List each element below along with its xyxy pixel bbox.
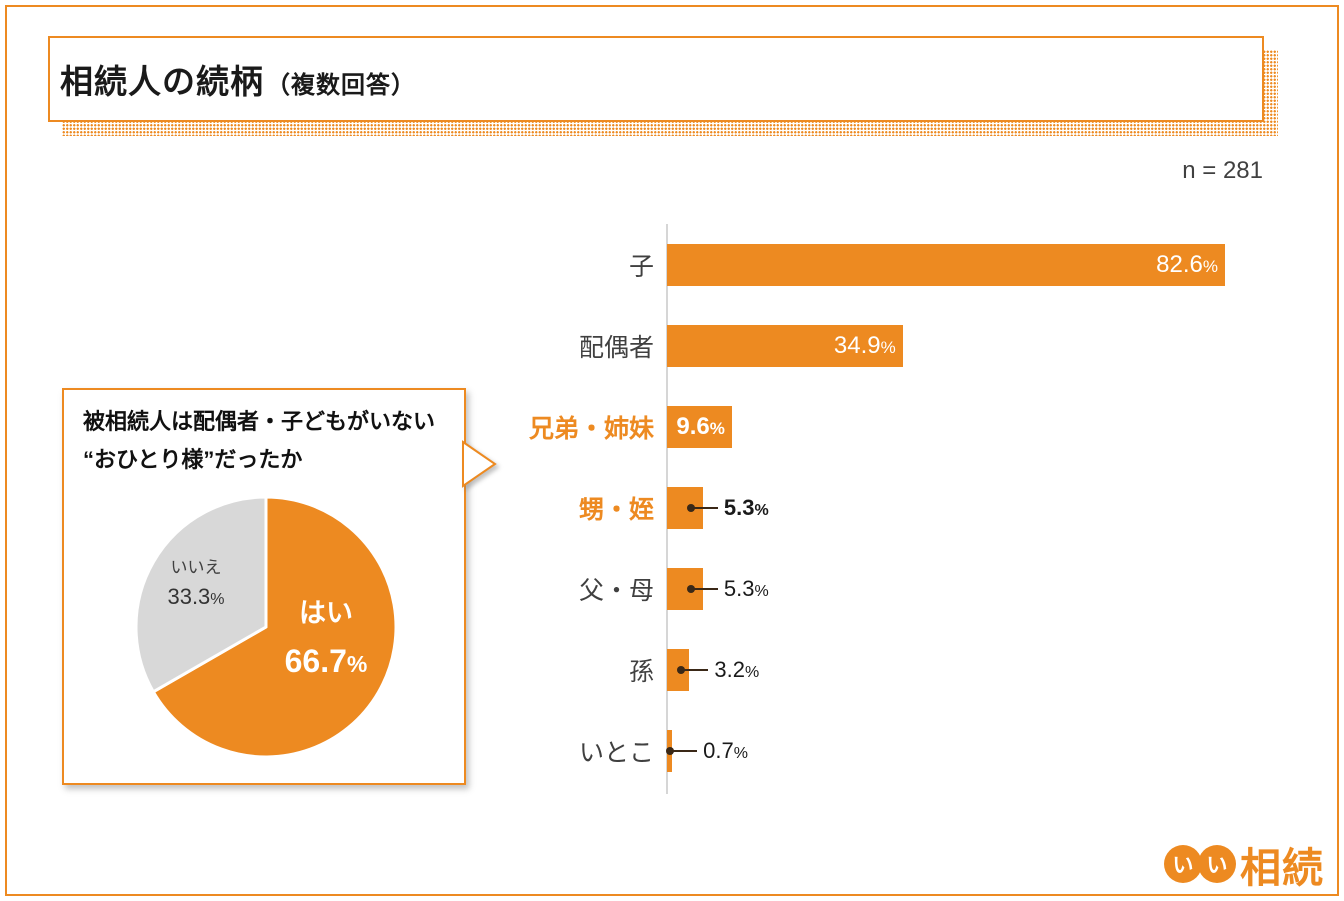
pie-slice-label-no: いいえ: [170, 558, 222, 577]
bar: 82.6%: [667, 243, 1225, 286]
bar-category-label: 兄弟・姉妹: [528, 414, 654, 443]
pie-callout-title-line1: 被相続人は配偶者・子どもがいない: [83, 409, 436, 434]
bar-track: 0.7%: [666, 729, 1257, 772]
pie-slice-value-no: 33.3%: [167, 584, 225, 609]
bar-track: 5.3%: [667, 567, 1257, 610]
bar-track: 82.6%: [667, 243, 1257, 286]
bar-row-spouse: 配偶者 34.9%: [457, 305, 1257, 386]
bar-value-label: 5.3%: [723, 575, 769, 601]
bar-row-nephew-niece: 甥・姪 5.3%: [457, 467, 1257, 548]
bar-category-label: 父・母: [578, 576, 654, 605]
page-title-main: 相続人の続柄: [60, 63, 264, 100]
leader-line: [670, 749, 698, 752]
leader-line: [690, 506, 718, 509]
bar-track: 9.6%: [667, 405, 1257, 448]
bar-value-label: 82.6%: [1156, 250, 1218, 278]
pie-slice: [151, 495, 398, 759]
pie-callout-title-line2: “おひとり様”だったか: [83, 447, 303, 472]
bar: 34.9%: [667, 324, 903, 367]
logo-circle-icon: い: [1198, 845, 1236, 883]
bar-row-siblings: 兄弟・姉妹 9.6%: [457, 386, 1257, 467]
leader-line: [690, 587, 718, 590]
bar: 9.6%: [667, 405, 732, 448]
logo-circle-icon: い: [1164, 845, 1202, 883]
pie-slice-label-yes: はい: [299, 598, 353, 628]
bar-category-label: いとこ: [578, 738, 654, 767]
page-title-note: （複数回答）: [266, 72, 416, 99]
bar-value-label: 9.6%: [676, 412, 725, 440]
pie-chart: [134, 495, 398, 759]
bar-track: 5.3%: [667, 486, 1257, 529]
bar-value-label: 0.7%: [703, 737, 748, 763]
page-title: 相続人の続柄（複数回答）: [60, 55, 416, 103]
title-box: 相続人の続柄（複数回答）: [48, 36, 1264, 122]
bar-category-label: 配偶者: [578, 333, 654, 362]
bar-track: 34.9%: [667, 324, 1257, 367]
bar-value-label: 34.9%: [833, 331, 896, 359]
bar-row-grandchild: 孫 3.2%: [457, 629, 1257, 710]
brand-logo: い い 相続: [1164, 840, 1324, 891]
bar-row-parents: 父・母 5.3%: [457, 548, 1257, 629]
sample-size-label: n = 281: [1182, 157, 1263, 184]
bar-category-label: 孫: [628, 657, 654, 686]
bar-category-label: 甥・姪: [578, 495, 654, 524]
pie-slice: [134, 495, 268, 694]
bar-category-label: 子: [628, 252, 654, 281]
pie-callout-title: 被相続人は配偶者・子どもがいない “おひとり様”だったか: [83, 403, 435, 479]
bar-value-label: 5.3%: [723, 494, 769, 520]
bar-row-cousin: いとこ 0.7%: [457, 710, 1257, 791]
pie-slice-value-yes: 66.7%: [284, 643, 368, 679]
bar-track: 3.2%: [667, 648, 1257, 691]
bar-row-child: 子 82.6%: [457, 224, 1257, 305]
bar-value-label: 3.2%: [714, 656, 760, 682]
callout-tail: [462, 440, 497, 488]
leader-line: [681, 668, 709, 671]
logo-text: 相続: [1240, 845, 1324, 891]
